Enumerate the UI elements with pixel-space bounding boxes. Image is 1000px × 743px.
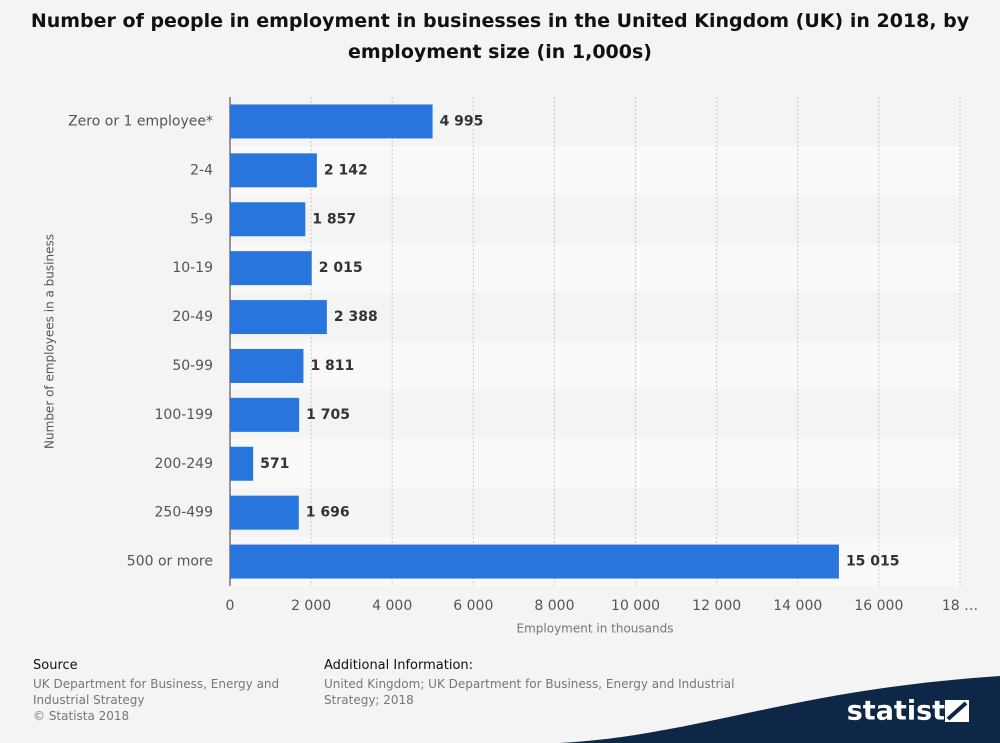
row-stripe — [230, 488, 960, 538]
y-tick-label: 2-4 — [190, 162, 213, 178]
value-label: 1 811 — [310, 358, 354, 374]
value-label: 1 696 — [306, 505, 350, 521]
row-stripe — [230, 439, 960, 489]
y-tick-label: 20-49 — [172, 309, 213, 325]
value-label: 1 857 — [312, 211, 356, 227]
x-tick-label: 8 000 — [534, 598, 574, 614]
bar — [230, 153, 317, 188]
value-label: 1 705 — [306, 407, 350, 423]
y-tick-label: 50-99 — [172, 358, 213, 374]
value-label: 4 995 — [440, 113, 484, 129]
x-tick-label: 14 000 — [773, 598, 822, 614]
y-tick-label: 5-9 — [190, 211, 213, 227]
copyright: © Statista 2018 — [33, 709, 130, 723]
value-label: 2 388 — [334, 309, 378, 325]
x-tick-label: 6 000 — [453, 598, 493, 614]
bar — [230, 202, 306, 237]
x-tick-label: 4 000 — [372, 598, 412, 614]
value-label: 2 015 — [319, 260, 363, 276]
chart-title: Number of people in employment in busine… — [30, 10, 970, 63]
x-tick-label: 18 … — [942, 598, 978, 614]
y-axis-label: Number of employees in a business — [43, 234, 57, 449]
y-tick-label: 100-199 — [155, 407, 214, 423]
row-stripe — [230, 145, 960, 195]
bar — [230, 251, 312, 286]
logo-wave — [560, 676, 1000, 743]
x-tick-label: 2 000 — [291, 598, 331, 614]
y-tick-label: 10-19 — [172, 260, 213, 276]
row-stripe — [230, 243, 960, 293]
bar — [230, 544, 839, 579]
y-tick-label: 200-249 — [155, 456, 214, 472]
row-stripe — [230, 194, 960, 244]
logo-icon-slash — [946, 701, 968, 721]
x-axis-label: Employment in thousands — [517, 622, 674, 636]
x-tick-label: 10 000 — [611, 598, 660, 614]
bar — [230, 495, 299, 530]
row-stripe — [230, 341, 960, 391]
source: Source UK Department for Business, Energ… — [33, 658, 298, 724]
source-text: UK Department for Business, Energy and I… — [33, 677, 280, 707]
source-title: Source — [33, 658, 78, 673]
row-stripe — [230, 390, 960, 440]
info-title: Additional Information: — [324, 658, 474, 673]
logo: statista — [847, 696, 964, 727]
value-label: 571 — [260, 456, 289, 472]
y-tick-label: Zero or 1 employee* — [68, 113, 213, 129]
bar — [230, 397, 300, 432]
info-text: United Kingdom; UK Department for Busine… — [324, 677, 735, 707]
x-tick-label: 12 000 — [692, 598, 741, 614]
additional-info: Additional Information: United Kingdom; … — [324, 658, 754, 708]
y-tick-label: 500 or more — [127, 554, 213, 570]
x-tick-label: 0 — [226, 598, 235, 614]
row-stripe — [230, 292, 960, 342]
x-tick-label: 16 000 — [854, 598, 903, 614]
bar — [230, 104, 433, 139]
bar — [230, 348, 304, 383]
bar — [230, 446, 254, 481]
y-tick-label: 250-499 — [155, 505, 214, 521]
value-label: 2 142 — [324, 162, 368, 178]
bar — [230, 300, 327, 335]
value-label: 15 015 — [846, 554, 900, 570]
